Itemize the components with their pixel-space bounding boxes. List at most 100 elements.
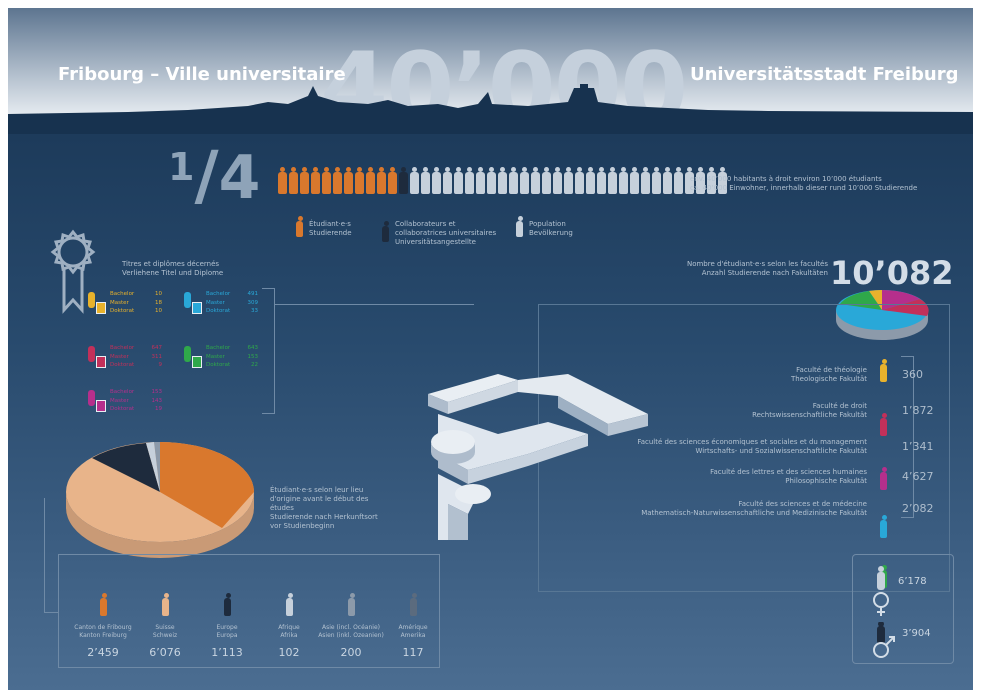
origin-person-icon xyxy=(99,593,107,616)
pie-slice-droit xyxy=(882,299,929,316)
population-person-icon xyxy=(410,167,419,194)
origin-note-fr: Étudiant·e·s selon leur lieu d'origine a… xyxy=(270,486,369,513)
population-note-de: ca. 40’000 Einwohner, innerhalb dieser r… xyxy=(690,184,918,193)
degrees-title-de: Verliehene Titel und Diplome xyxy=(122,269,224,278)
origin-count: 102 xyxy=(278,645,300,659)
student-person-icon xyxy=(322,167,331,194)
origin-person-icon xyxy=(409,593,417,616)
origin-name-de: Kanton Freiburg xyxy=(79,631,127,639)
degree-type: Master xyxy=(110,353,129,360)
faculties-title-fr: Nombre d'étudiant·e·s selon les facultés xyxy=(686,260,828,268)
degree-type: Master xyxy=(206,353,225,360)
graduate-person-icon xyxy=(184,346,191,362)
degree-count: 153 xyxy=(247,353,259,360)
gender-frame-line xyxy=(852,554,954,664)
origin-person-icon xyxy=(285,593,293,616)
population-person-icon xyxy=(487,167,496,194)
legend-staff-de: Universitätsangestellte xyxy=(395,238,476,247)
faculty-name-fr: Faculté de théologie xyxy=(796,366,867,374)
origin-person-icon xyxy=(223,593,231,616)
student-person-icon xyxy=(333,167,342,194)
degree-count: 18 xyxy=(155,299,162,306)
legend-students-de: Studierende xyxy=(309,229,352,238)
faculty-name-fr: Faculté des sciences et de médecine xyxy=(738,500,867,508)
diploma-icon xyxy=(96,356,106,368)
faculty-name-de: Theologische Fakultät xyxy=(790,375,867,384)
degrees-bracket xyxy=(262,288,275,414)
pie-slice-asie xyxy=(154,442,160,492)
origin-name-fr: Afrique xyxy=(278,624,300,631)
origin-name-fr: Canton de Fribourg xyxy=(74,624,132,631)
population-note: env. 40’000 habitants à droit environ 10… xyxy=(690,175,920,193)
origin-count: 6’076 xyxy=(149,645,181,659)
population-person-icon xyxy=(718,167,727,194)
pie-slice-theologie xyxy=(869,290,882,310)
origin-count: 200 xyxy=(340,645,362,659)
degree-count: 143 xyxy=(151,397,163,404)
student-person-icon xyxy=(311,167,320,194)
student-person-icon xyxy=(388,167,397,194)
population-person-icon xyxy=(509,167,518,194)
faculties-bracket xyxy=(901,356,914,518)
origin-count: 2’459 xyxy=(87,645,119,659)
faculty-name-fr: Faculté des lettres et des sciences huma… xyxy=(710,468,867,476)
fraction-denominator: 4 xyxy=(218,143,261,213)
fraction-slash: / xyxy=(194,137,219,214)
degree-count: 643 xyxy=(247,345,259,351)
population-person-icon xyxy=(608,167,617,194)
population-person-icon xyxy=(542,167,551,194)
legend-students-fr: Étudiant·e·s xyxy=(309,220,351,228)
degree-type: Bachelor xyxy=(110,389,135,395)
pie-slice-ses xyxy=(882,290,920,310)
origin-note: Étudiant·e·s selon leur lieu d'origine a… xyxy=(270,486,380,531)
diploma-icon xyxy=(192,356,202,368)
faculty-label: Faculté des lettres et des sciences huma… xyxy=(587,468,867,486)
degree-count: 22 xyxy=(251,362,258,369)
graduate-person-icon xyxy=(88,390,95,406)
population-person-icon xyxy=(707,167,716,194)
graduate-person-icon xyxy=(184,292,191,308)
female-person-icon xyxy=(873,566,889,616)
faculty-name-de: Rechtswissenschaftliche Fakultät xyxy=(752,411,867,420)
degree-type: Bachelor xyxy=(206,345,231,351)
faculties-total: 10’082 xyxy=(830,254,954,292)
title-french: Fribourg – Ville universitaire xyxy=(58,64,346,85)
faculty-count: 4’627 xyxy=(902,470,934,483)
degree-type: Master xyxy=(110,397,129,404)
pie-slice-afrique xyxy=(146,442,160,492)
male-person-icon xyxy=(873,622,895,658)
university-building xyxy=(428,374,648,540)
diploma-icon xyxy=(192,302,202,314)
faculty-name-de: Mathematisch-Naturwissenschaftliche und … xyxy=(641,509,867,518)
legend-population-fr: Population xyxy=(529,220,566,228)
faculty-label: Faculté de théologie Theologische Fakultä… xyxy=(587,366,867,384)
legend-staff-fr: Collaborateurs et collaboratrices univer… xyxy=(395,220,497,238)
origin-item: Amérique Amerika 117 xyxy=(378,593,448,659)
degrees-connector-line xyxy=(274,304,474,375)
infographic-poster: 40’000 Fribourg – Ville universitaire Un… xyxy=(8,8,973,690)
origin-item: Europe Europa 1’113 xyxy=(192,593,262,659)
origin-item: Canton de Fribourg Kanton Freiburg 2’459 xyxy=(68,593,138,659)
fraction-numerator: 1 xyxy=(168,145,195,189)
origin-name-de: Asien (inkl. Ozeanien) xyxy=(318,631,384,639)
faculties-title-de: Anzahl Studierende nach Fakultäten xyxy=(701,269,828,278)
population-person-icon xyxy=(476,167,485,194)
degree-count: 309 xyxy=(247,299,259,306)
degree-count: 9 xyxy=(158,362,163,369)
population-people-row xyxy=(278,167,727,194)
population-person-icon xyxy=(531,167,540,194)
degrees-title: Titres et diplômes décernés Verliehene T… xyxy=(122,260,223,278)
quarter-fraction: 1/4 xyxy=(168,143,260,209)
degree-count: 10 xyxy=(155,291,162,297)
faculty-label: Faculté de droit Rechtswissenschaftliche … xyxy=(587,402,867,420)
degree-count: 153 xyxy=(151,389,163,395)
population-person-icon xyxy=(597,167,606,194)
population-person-icon xyxy=(553,167,562,194)
male-count: 3’904 xyxy=(902,628,931,639)
award-ribbon-icon xyxy=(50,229,96,314)
origin-item: Asie (incl. Océanie) Asien (inkl. Ozeanie… xyxy=(316,593,386,659)
degree-type: Master xyxy=(206,299,225,306)
degree-count: 311 xyxy=(151,353,163,360)
population-person-icon xyxy=(516,216,523,238)
origin-left-line xyxy=(44,498,59,613)
